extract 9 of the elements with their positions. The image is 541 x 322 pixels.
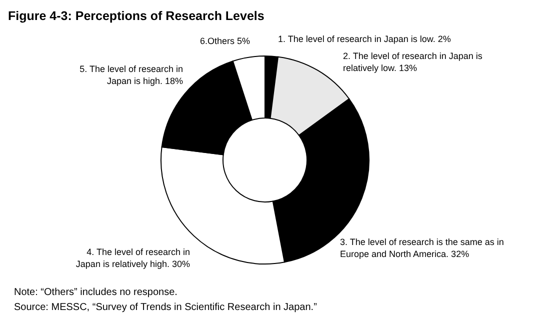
slice-label: 3. The level of research is the same as in Europe and North America. 32% xyxy=(340,237,504,259)
slice-label: 5. The level of research in Japan is high. 18% xyxy=(80,64,183,86)
slice-label: 2. The level of research in Japan is relatively low. 13% xyxy=(343,51,483,73)
slice-label: 6.Others 5% xyxy=(200,36,250,46)
slice-label: 4. The level of research in Japan is relatively high. 30% xyxy=(76,247,190,269)
slice-label: 1. The level of research in Japan is low. 2% xyxy=(278,34,451,44)
chart-title: Figure 4-3: Perceptions of Research Levels xyxy=(8,9,264,23)
source-note: Source: MESSC, “Survey of Trends in Scientific Research in Japan.” xyxy=(14,302,317,313)
text: Note: “Others” includes no response. xyxy=(14,287,178,298)
